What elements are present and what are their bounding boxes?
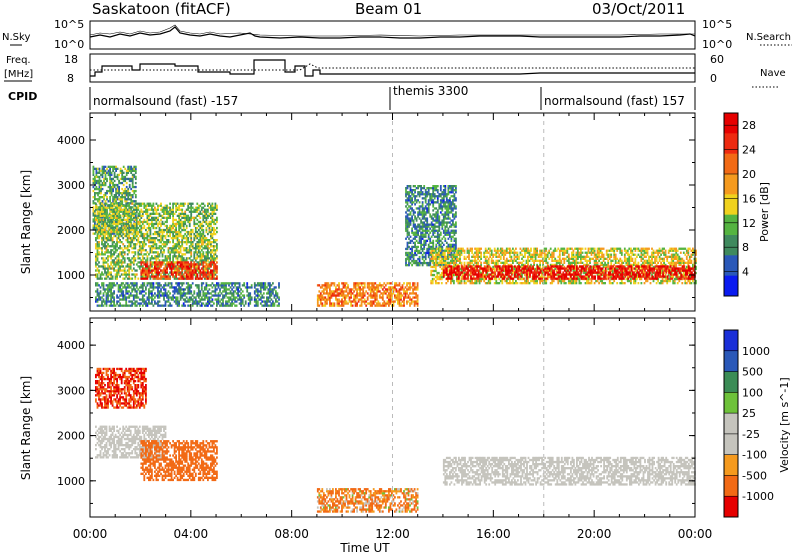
noise-sky-trace [89,26,696,39]
y-tick-label: 4000 [57,339,85,352]
velocity-colorbar-swatch [724,433,738,456]
noise-left-label: N.Sky [2,32,30,43]
y-tick-label: 2000 [57,430,85,443]
power-ylabel: Slant Range [km] [19,170,33,274]
power-colorbar-swatch [724,255,738,277]
velocity-colorbar-tick-label: 100 [742,386,763,399]
x-tick-label: 12:00 [375,527,410,541]
velocity-colorbar-swatch [724,330,738,352]
noise-panel: N.Sky 10^5 10^0 10^5 10^0 N.Search [2,18,792,51]
y-tick-label: 2000 [57,224,85,237]
noise-left-tick-top: 10^5 [54,18,84,31]
velocity-colorbar-tick-label: 25 [742,407,756,420]
velocity-echo-region-3 [140,440,218,482]
velocity-colorbar-label: Velocity [m s^-1] [778,377,791,472]
velocity-colorbar-tick-label: -100 [742,449,767,462]
cpid-bar: CPID normalsound (fast) -157 themis 3300… [8,84,696,110]
x-tick-label: 08:00 [274,527,309,541]
power-colorbar-tick-label: 20 [742,168,756,181]
velocity-colorbar-tick-label: 500 [742,366,763,379]
velocity-echo-region-5 [442,456,696,486]
velocity-colorbar-swatch [724,454,738,476]
velocity-colorbar-swatch [724,413,738,435]
power-echo-region-8 [442,265,696,280]
noise-right-label: N.Search [746,32,791,43]
power-cells [92,165,697,307]
y-tick-label: 3000 [57,179,85,192]
cpid-label: CPID [8,90,37,103]
power-colorbar-swatch [724,235,738,256]
power-colorbar-border [723,112,739,297]
freq-label-2: [MHz] [4,69,33,80]
velocity-colorbar-tick-label: 1000 [742,345,770,358]
x-axis-label: Time UT [339,541,390,554]
power-colorbar-swatch [724,133,738,155]
velocity-colorbar-swatch [724,392,738,414]
power-frame: 1000 2000 3000 4000 [57,112,696,312]
noise-right-tick-top: 10^5 [702,18,732,31]
cpid-segment-1: normalsound (fast) -157 [93,94,238,108]
station-title: Saskatoon (fitACF) [92,0,231,18]
y-tick-label: 4000 [57,134,85,147]
y-tick-label: 1000 [57,475,85,488]
noise-left-tick-bottom: 10^0 [54,38,84,51]
freq-label-1: Freq. [6,55,31,66]
power-colorbar: 4 8 12 16 20 24 28 [723,112,756,297]
power-colorbar-tick-label: 24 [742,144,756,157]
velocity-panel: 1000 2000 3000 4000 Slant Range [km] [19,317,696,518]
x-tick-label: 00:00 [678,527,713,541]
y-tick-label: 3000 [57,384,85,397]
power-echo-region-5 [316,282,419,307]
power-echo-region-3 [140,261,218,280]
freq-left-tick-top: 18 [64,53,78,66]
velocity-colorbar: 1000 500 100 25 -25 -100 -500 -1000 [723,329,774,518]
nave-label: Nave [760,68,786,79]
freq-panel: Freq. [MHz] 18 8 60 0 Nave [4,53,786,88]
velocity-echo-region-2 [95,367,147,409]
power-panel: 1000 2000 3000 4000 Slant Range [km] [19,112,697,312]
x-tick-label: 20:00 [577,527,612,541]
power-colorbar-swatch [724,113,738,134]
velocity-ylabel: Slant Range [km] [19,376,33,480]
velocity-echo-region-4 [316,488,419,513]
power-colorbar-tick-label: 12 [742,217,756,230]
velocity-colorbar-swatch [724,350,738,373]
power-colorbar-tick-label: 28 [742,119,756,132]
noise-right-tick-bottom: 10^0 [702,38,732,51]
power-colorbar-swatch [724,194,738,216]
velocity-colorbar-tick-label: -500 [742,469,767,482]
freq-left-tick-bottom: 8 [67,72,74,85]
x-tick-label: 16:00 [476,527,511,541]
power-colorbar-swatch [724,214,738,236]
beam-title: Beam 01 [355,0,422,18]
x-tick-label: 04:00 [174,527,209,541]
velocity-colorbar-tick-label: -1000 [742,490,774,503]
freq-right-tick-bottom: 0 [710,72,717,85]
y-tick-label: 1000 [57,269,85,282]
velocity-colorbar-swatch [724,475,738,497]
velocity-colorbar-border [723,329,739,518]
velocity-colorbar-tick-label: -25 [742,428,760,441]
power-colorbar-tick-label: 4 [742,266,749,279]
date-title: 03/Oct/2011 [592,0,685,18]
x-tick-labels: 00:00 04:00 08:00 12:00 16:00 20:00 00:00 [73,527,713,541]
power-colorbar-swatch [724,275,738,297]
x-tick-label: 00:00 [73,527,108,541]
cpid-segment-3: normalsound (fast) 157 [544,94,685,108]
power-echo-region-4 [95,282,280,307]
power-colorbar-tick-label: 16 [742,192,756,205]
velocity-colorbar-swatch [724,496,738,518]
nave-trace [90,63,695,71]
power-colorbar-label: Power [dB] [758,182,771,242]
power-colorbar-swatch [724,174,738,195]
velocity-frame: 1000 2000 3000 4000 [57,317,696,518]
power-colorbar-swatch [724,153,738,175]
power-colorbar-tick-label: 8 [742,241,749,254]
cpid-segment-2: themis 3300 [393,84,468,98]
velocity-cells [95,367,696,513]
noise-search-trace [89,24,695,37]
velocity-colorbar-swatch [724,371,738,393]
freq-right-tick-top: 60 [710,53,724,66]
